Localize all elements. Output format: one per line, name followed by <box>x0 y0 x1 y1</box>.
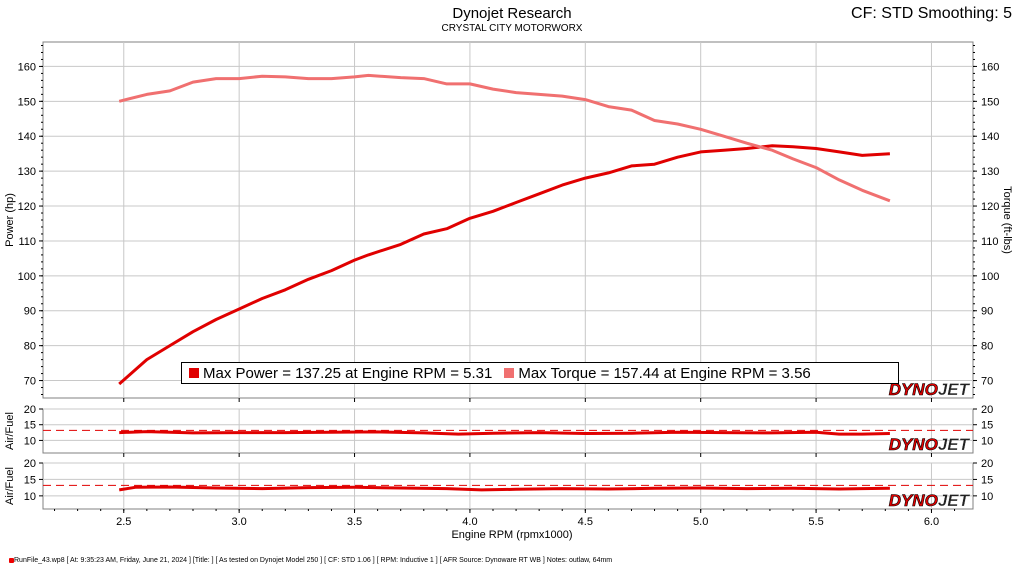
dynojet-logo: DYNOJET <box>889 491 971 510</box>
y-tick-label: 15 <box>24 474 36 486</box>
chart-subtitle: CRYSTAL CITY MOTORWORX <box>441 23 583 34</box>
y-tick-label: 120 <box>18 201 36 213</box>
y-tick-label: 10 <box>24 491 36 503</box>
y2-axis-label: Torque (ft-lbs) <box>1001 186 1013 254</box>
x-tick-label: 6.0 <box>924 516 939 528</box>
panel-frame-2 <box>42 462 974 510</box>
y-tick-label: 20 <box>24 404 36 416</box>
y-tick-label: 100 <box>18 271 36 283</box>
y-tick-label: 90 <box>24 306 36 318</box>
panel-frame-0 <box>42 41 974 399</box>
run-info-footer: RunFile_43.wp8 [ At: 9:35:23 AM, Friday,… <box>14 557 613 564</box>
y2-tick-label: 15 <box>981 474 993 486</box>
y2-tick-label: 140 <box>981 131 999 143</box>
y-tick-label: 140 <box>18 131 36 143</box>
chart-title: Dynojet Research <box>452 5 572 22</box>
y2-tick-label: 20 <box>981 458 993 470</box>
y-axis-label: Power (hp) <box>4 193 16 247</box>
x-axis-label: Engine RPM (rpmx1000) <box>451 529 572 541</box>
x-tick-label: 4.0 <box>462 516 477 528</box>
x-tick-label: 2.5 <box>116 516 131 528</box>
y-tick-label: 10 <box>24 435 36 447</box>
y2-tick-label: 110 <box>981 236 999 248</box>
x-tick-label: 3.0 <box>232 516 247 528</box>
y-axis-label: Air/Fuel <box>4 412 16 450</box>
y2-tick-label: 80 <box>981 341 993 353</box>
y2-tick-label: 150 <box>981 96 999 108</box>
y-tick-label: 160 <box>18 61 36 73</box>
legend-power-swatch <box>189 368 199 378</box>
y-tick-label: 20 <box>24 458 36 470</box>
panel-frame-1 <box>42 408 974 454</box>
x-tick-label: 5.0 <box>693 516 708 528</box>
y2-tick-label: 130 <box>981 166 999 178</box>
y-tick-label: 150 <box>18 96 36 108</box>
dynojet-logo: DYNOJET <box>889 380 971 399</box>
y-tick-label: 80 <box>24 341 36 353</box>
y2-tick-label: 10 <box>981 491 993 503</box>
y-tick-label: 70 <box>24 376 36 388</box>
afr-line-2 <box>118 485 890 492</box>
afr-line-1 <box>119 430 890 436</box>
y-tick-label: 130 <box>18 166 36 178</box>
y-axis-label: Air/Fuel <box>4 467 16 505</box>
y2-tick-label: 20 <box>981 404 993 416</box>
legend-torque-swatch <box>504 368 515 378</box>
x-tick-label: 4.5 <box>578 516 593 528</box>
legend: Max Power = 137.25 at Engine RPM = 5.31 … <box>181 362 899 384</box>
y2-tick-label: 15 <box>981 420 993 432</box>
y-tick-label: 15 <box>24 420 36 432</box>
y2-tick-label: 100 <box>981 271 999 283</box>
legend-torque-text: Max Torque = 157.44 at Engine RPM = 3.56 <box>518 364 811 382</box>
y-tick-label: 110 <box>18 236 36 248</box>
dynojet-logo: DYNOJET <box>889 435 971 454</box>
y2-tick-label: 160 <box>981 61 999 73</box>
x-tick-label: 5.5 <box>808 516 823 528</box>
cf-smoothing-label: CF: STD Smoothing: 5 <box>851 5 1012 22</box>
legend-power-text: Max Power = 137.25 at Engine RPM = 5.31 <box>203 364 493 382</box>
y2-tick-label: 90 <box>981 306 993 318</box>
y2-tick-label: 70 <box>981 376 993 388</box>
file-icon <box>9 558 14 563</box>
y2-tick-label: 120 <box>981 201 999 213</box>
series-torque-line <box>118 73 891 203</box>
y2-tick-label: 10 <box>981 435 993 447</box>
x-tick-label: 3.5 <box>347 516 362 528</box>
